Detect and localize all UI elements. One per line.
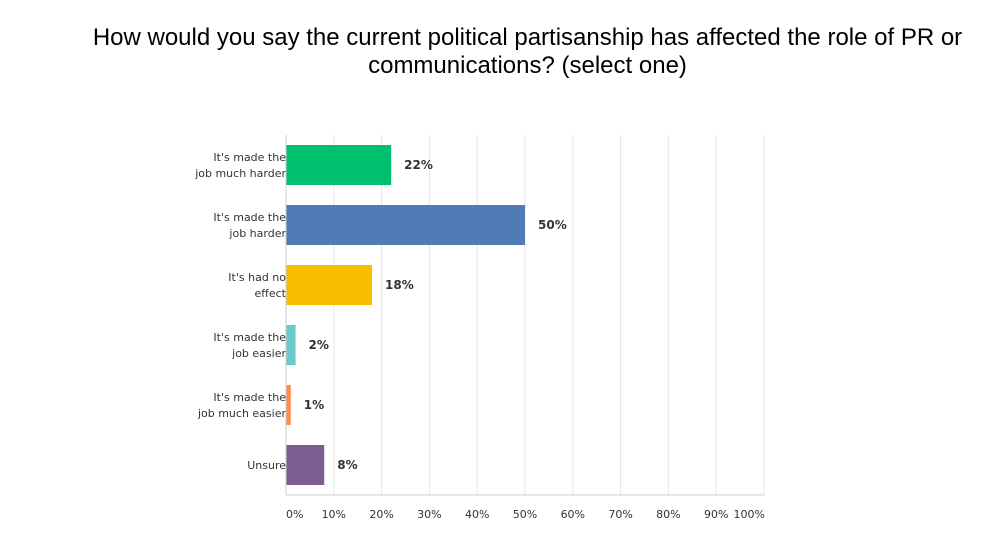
x-tick-label: 80% bbox=[656, 508, 680, 521]
x-tick-label: 30% bbox=[417, 508, 441, 521]
bar bbox=[286, 145, 392, 185]
category-label: It's made the job much harder bbox=[194, 151, 286, 180]
chart-title-line-1: How would you say the current political … bbox=[92, 24, 963, 51]
x-tick-label: 0% bbox=[286, 508, 303, 521]
x-tick-label: 10% bbox=[322, 508, 346, 521]
category-label: Unsure bbox=[247, 459, 286, 472]
chart-title-line-2: communications? (select one) bbox=[368, 52, 687, 79]
bar bbox=[286, 265, 373, 305]
data-label: 8% bbox=[337, 458, 357, 472]
category-label: It's made the job harder bbox=[213, 211, 286, 240]
bar bbox=[286, 445, 325, 485]
bar bbox=[286, 205, 525, 245]
bar bbox=[286, 385, 291, 425]
data-label: 1% bbox=[304, 398, 324, 412]
x-tick-label: 90% bbox=[704, 508, 728, 521]
category-label: It's made the job easier bbox=[213, 331, 286, 360]
x-tick-label: 60% bbox=[561, 508, 585, 521]
x-tick-label: 40% bbox=[465, 508, 489, 521]
data-label: 22% bbox=[404, 158, 433, 172]
bar bbox=[286, 325, 296, 365]
data-label: 2% bbox=[309, 338, 329, 352]
x-tick-label: 70% bbox=[608, 508, 632, 521]
category-label: It's made the job much easier bbox=[197, 391, 287, 420]
x-tick-label: 100% bbox=[734, 508, 765, 521]
data-label: 50% bbox=[538, 218, 567, 232]
data-label: 18% bbox=[385, 278, 414, 292]
category-label: It's had no effect bbox=[228, 271, 286, 300]
chart-title: How would you say the current political … bbox=[55, 24, 1000, 80]
x-tick-label: 20% bbox=[369, 508, 393, 521]
x-tick-label: 50% bbox=[513, 508, 537, 521]
